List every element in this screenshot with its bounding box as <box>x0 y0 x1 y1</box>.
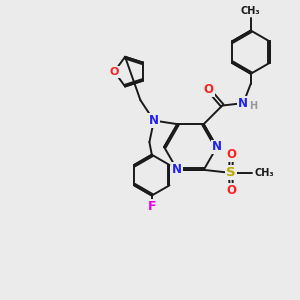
Text: N: N <box>212 140 222 154</box>
Text: F: F <box>148 200 156 213</box>
Text: N: N <box>172 164 182 176</box>
Text: O: O <box>226 148 236 161</box>
Text: O: O <box>110 67 119 76</box>
Text: H: H <box>249 100 257 110</box>
Text: S: S <box>226 167 236 179</box>
Text: N: N <box>149 114 159 127</box>
Text: N: N <box>238 97 248 110</box>
Text: CH₃: CH₃ <box>254 168 274 178</box>
Text: O: O <box>204 83 214 96</box>
Text: CH₃: CH₃ <box>241 6 261 16</box>
Text: O: O <box>226 184 236 197</box>
